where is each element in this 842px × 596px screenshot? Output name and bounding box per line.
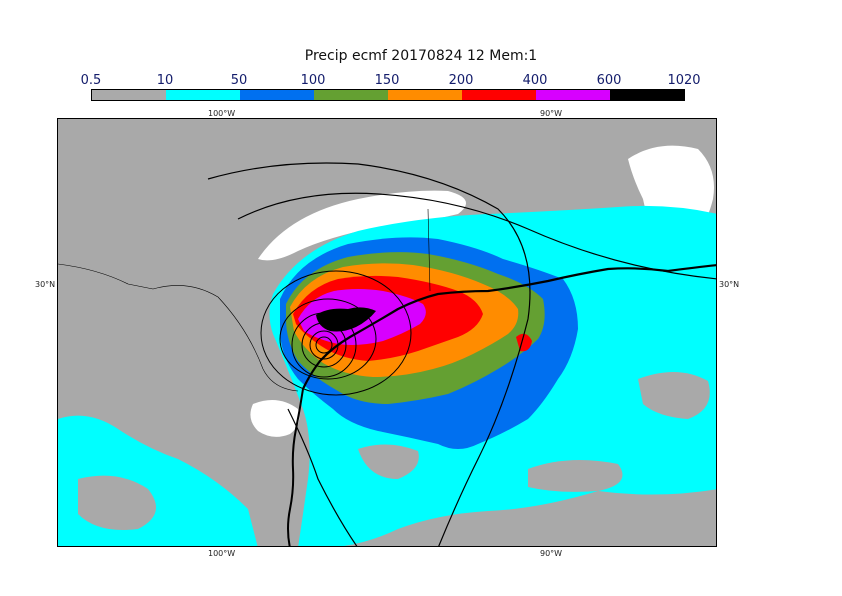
map-title: Precip ecmf 20170824 12 Mem:1	[304, 48, 538, 64]
coastline	[302, 264, 716, 390]
lat-label-left: 30°N	[35, 280, 56, 289]
legend-swatch	[610, 90, 684, 100]
lon-label-top: 90°W	[540, 109, 563, 118]
legend-label: 150	[374, 73, 400, 88]
legend-label: 200	[448, 73, 474, 88]
state-borders	[58, 208, 431, 392]
gulf-low-precip-patches	[358, 371, 710, 492]
legend-label: 10	[156, 73, 174, 88]
legend-swatch	[92, 90, 166, 100]
legend-label: 1020	[667, 73, 701, 88]
legend-swatch	[314, 90, 388, 100]
legend-swatch	[166, 90, 240, 100]
precip-map	[57, 118, 717, 547]
mexico-coastline	[287, 388, 304, 546]
legend-swatch	[536, 90, 610, 100]
legend-swatch	[388, 90, 462, 100]
legend-swatch	[462, 90, 536, 100]
legend-swatch	[240, 90, 314, 100]
legend-label: 50	[230, 73, 248, 88]
lon-label-bottom: 90°W	[540, 549, 563, 558]
legend-label: 400	[522, 73, 548, 88]
lon-label-top: 100°W	[208, 109, 236, 118]
lon-label-bottom: 100°W	[208, 549, 236, 558]
legend-label: 600	[596, 73, 622, 88]
sw-low-precip-patch	[78, 475, 156, 530]
legend-color-bar	[91, 89, 685, 101]
precip-map-svg	[58, 119, 716, 546]
lat-label-right: 30°N	[719, 280, 740, 289]
legend-label: 0.5	[80, 73, 102, 88]
legend-label: 100	[300, 73, 326, 88]
